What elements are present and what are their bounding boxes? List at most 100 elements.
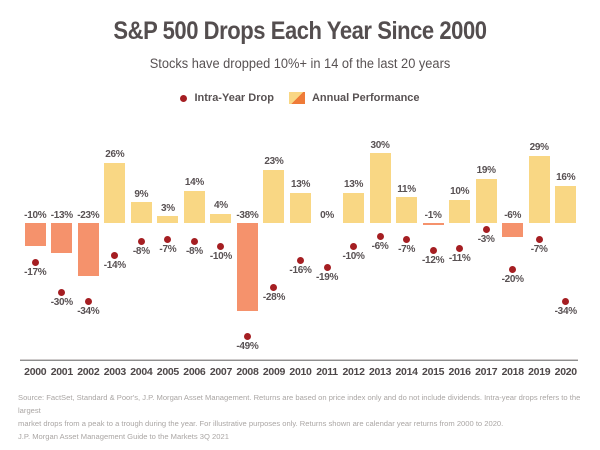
footer-notes: Source: FactSet, Standard & Poor's, J.P.… bbox=[18, 391, 586, 443]
chart-subtitle: Stocks have dropped 10%+ in 14 of the la… bbox=[149, 56, 451, 71]
dot-2009 bbox=[270, 284, 278, 292]
bar-2018 bbox=[502, 223, 524, 237]
year-label-2013: 2013 bbox=[368, 366, 392, 378]
year-label-2011: 2011 bbox=[316, 366, 338, 378]
source-note-line2: market drops from a peak to a trough dur… bbox=[18, 419, 504, 428]
bar-2014 bbox=[396, 197, 418, 223]
bar-label-2008: -38% bbox=[236, 209, 259, 221]
bar-2013 bbox=[369, 153, 391, 223]
bar-label-2007: 4% bbox=[213, 200, 228, 212]
legend-label-annual-performance: Annual Performance bbox=[311, 92, 420, 104]
bar-2000 bbox=[24, 223, 46, 247]
dot-label-2013: -6% bbox=[371, 241, 389, 253]
dot-label-2004: -8% bbox=[132, 246, 150, 258]
bar-label-2012: 13% bbox=[343, 179, 364, 191]
dot-label-2002: -34% bbox=[77, 306, 100, 318]
dot-label-2008: -49% bbox=[236, 341, 259, 353]
bar-2016 bbox=[449, 199, 471, 223]
dot-label-2003: -14% bbox=[103, 259, 126, 271]
bar-2010 bbox=[290, 192, 311, 223]
dot-label-2019: -7% bbox=[530, 243, 548, 255]
dot-label-2011: -19% bbox=[315, 271, 339, 283]
year-label-2008: 2008 bbox=[236, 366, 259, 378]
chart-title: S&P 500 Drops Each Year Since 2000 bbox=[113, 17, 487, 45]
bar-2003 bbox=[104, 162, 126, 223]
dot-label-2014: -7% bbox=[398, 243, 416, 255]
dot-label-2020: -34% bbox=[554, 306, 577, 318]
bar-label-2009: 23% bbox=[264, 156, 284, 168]
bar-label-2019: 29% bbox=[529, 142, 549, 154]
source-note-line1: Source: FactSet, Standard & Poor's, J.P.… bbox=[18, 393, 581, 415]
attribution-note: J.P. Morgan Asset Management Guide to th… bbox=[18, 432, 229, 441]
legend-label-intra-year-drop: Intra-Year Drop bbox=[194, 92, 274, 104]
x-axis-line bbox=[20, 360, 578, 361]
bar-2001 bbox=[51, 223, 73, 254]
year-label-2010: 2010 bbox=[289, 366, 312, 378]
bar-label-2013: 30% bbox=[370, 139, 390, 151]
year-label-2003: 2003 bbox=[103, 366, 126, 378]
year-label-2002: 2002 bbox=[77, 366, 100, 378]
chart-legend: Intra-Year Drop Annual Performance bbox=[0, 92, 600, 104]
dot-label-2009: -28% bbox=[262, 292, 286, 304]
year-label-2015: 2015 bbox=[422, 366, 445, 378]
dot-label-2010: -16% bbox=[289, 264, 312, 276]
bar-2007 bbox=[210, 213, 232, 223]
dot-2008 bbox=[243, 333, 251, 341]
bar-2004 bbox=[130, 202, 152, 223]
year-label-2019: 2019 bbox=[528, 366, 551, 378]
bar-label-2014: 11% bbox=[397, 183, 416, 195]
annual-performance-swatch-icon bbox=[288, 92, 305, 104]
bar-2009 bbox=[263, 169, 285, 223]
bar-2008 bbox=[236, 223, 258, 312]
bar-label-2005: 3% bbox=[160, 202, 175, 214]
year-label-2005: 2005 bbox=[156, 366, 179, 378]
bar-2006 bbox=[183, 190, 205, 223]
bar-label-2002: -23% bbox=[77, 209, 100, 221]
dot-2002 bbox=[84, 298, 92, 306]
dot-label-2001: -30% bbox=[50, 297, 73, 309]
dot-2014 bbox=[403, 235, 411, 243]
year-label-2001: 2001 bbox=[50, 366, 73, 378]
year-label-2000: 2000 bbox=[24, 366, 47, 378]
bar-label-2003: 26% bbox=[105, 149, 125, 161]
year-label-2006: 2006 bbox=[183, 366, 206, 378]
bar-label-2016: 10% bbox=[450, 186, 470, 198]
bar-2017 bbox=[475, 178, 497, 223]
plot-area: -10% -17% -13% -30% -23% -34% 26% -14% 9% -8% 3% -7… bbox=[22, 130, 579, 361]
bar-label-2020: 16% bbox=[556, 172, 576, 184]
year-label-2004: 2004 bbox=[130, 366, 153, 378]
dot-label-2017: -3% bbox=[477, 234, 495, 246]
year-label-2017: 2017 bbox=[475, 366, 498, 378]
dot-2006 bbox=[190, 238, 198, 246]
bar-label-2015: -1% bbox=[424, 209, 442, 221]
dot-2018 bbox=[509, 265, 517, 273]
year-label-2018: 2018 bbox=[501, 366, 524, 378]
bar-label-2017: 19% bbox=[476, 165, 496, 177]
dot-2011 bbox=[323, 263, 331, 271]
bar-2019 bbox=[528, 155, 550, 223]
year-label-2020: 2020 bbox=[554, 366, 577, 378]
dot-2019 bbox=[535, 235, 543, 243]
dot-label-2015: -12% bbox=[422, 255, 445, 267]
bar-2015 bbox=[422, 223, 444, 226]
dot-label-2007: -10% bbox=[209, 250, 232, 262]
bar-label-2010: 13% bbox=[290, 179, 311, 191]
year-label-2012: 2012 bbox=[342, 366, 365, 378]
bar-label-2011: 0% bbox=[320, 209, 334, 221]
dot-2017 bbox=[482, 226, 490, 234]
dot-2020 bbox=[562, 298, 570, 306]
dot-label-2005: -7% bbox=[159, 243, 177, 255]
year-label-2016: 2016 bbox=[448, 366, 471, 378]
dot-2003 bbox=[111, 251, 119, 259]
bar-2012 bbox=[343, 192, 365, 223]
dot-2015 bbox=[429, 247, 437, 255]
dot-2004 bbox=[137, 238, 145, 246]
dot-2005 bbox=[164, 235, 172, 243]
dot-2000 bbox=[31, 258, 39, 266]
bar-label-2006: 14% bbox=[184, 177, 204, 189]
dot-2016 bbox=[456, 245, 464, 253]
dot-label-2000: -17% bbox=[24, 266, 47, 278]
bar-2005 bbox=[157, 216, 179, 223]
bar-label-2000: -10% bbox=[24, 209, 47, 221]
